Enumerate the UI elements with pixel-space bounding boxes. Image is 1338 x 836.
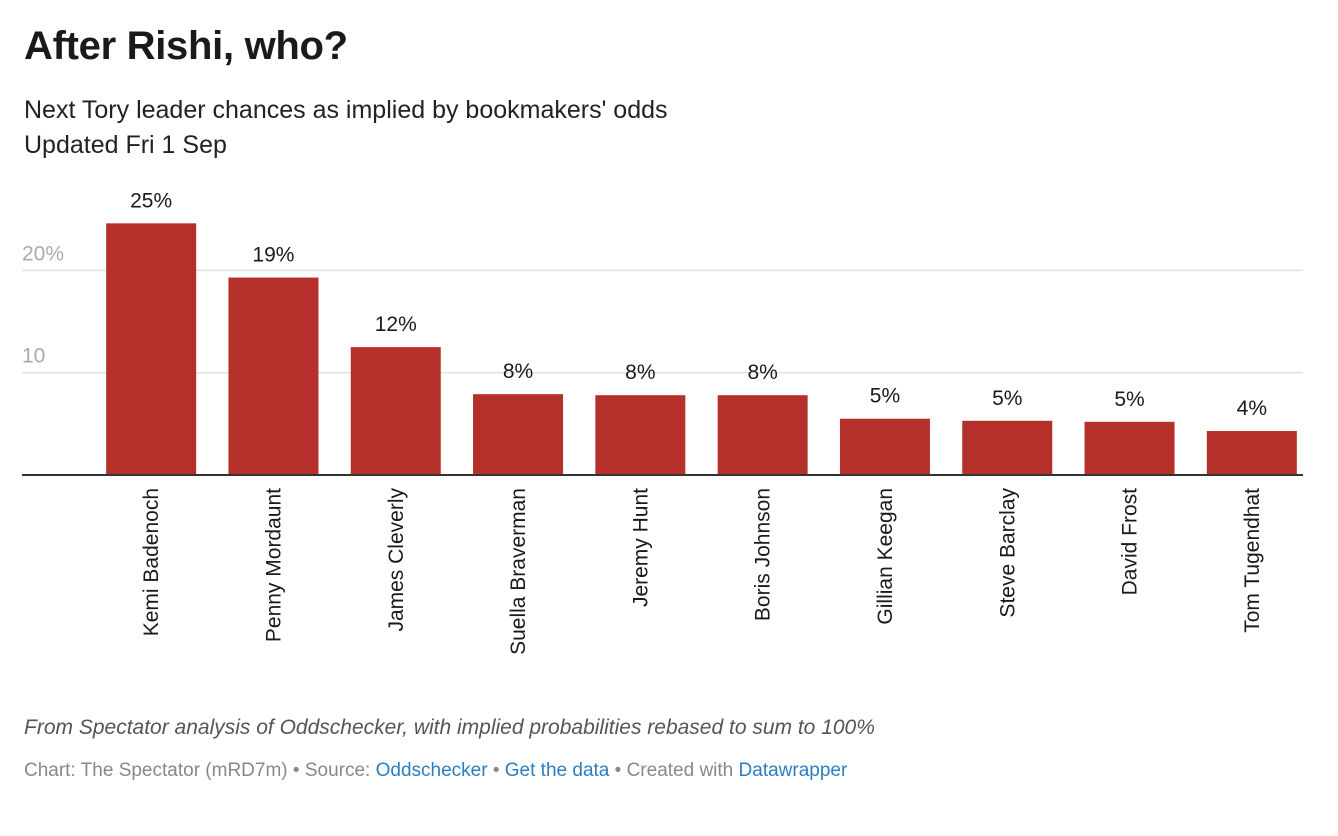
value-label: 12% <box>375 313 417 336</box>
bar <box>595 395 686 475</box>
bar <box>1206 431 1297 475</box>
bars <box>106 223 1297 475</box>
category-label: Gillian Keegan <box>874 488 897 625</box>
chart-byline: Chart: The Spectator (mRD7m) • Source: O… <box>24 760 847 782</box>
category-label: Kemi Badenoch <box>140 488 163 636</box>
bar <box>473 394 564 475</box>
y-tick-label: 20% <box>22 242 64 265</box>
get-data-link[interactable]: Get the data <box>504 760 610 781</box>
chart-title: After Rishi, who? <box>24 24 348 68</box>
category-label: Tom Tugendhat <box>1241 488 1264 633</box>
bar-chart: 10 20% 25% 19% 12% 8% 8% 8% 5% 5% 5% 4% Kemi Baden… <box>22 189 1303 655</box>
category-label: James Cleverly <box>385 488 408 632</box>
bar <box>962 420 1053 475</box>
value-label: 4% <box>1237 397 1267 420</box>
category-label: Steve Barclay <box>996 488 1019 618</box>
bar <box>106 223 197 475</box>
bar <box>839 418 930 475</box>
value-label: 19% <box>252 244 294 267</box>
bar <box>350 347 441 475</box>
category-label: Suella Braverman <box>507 488 530 655</box>
value-label: 5% <box>992 387 1022 410</box>
subtitle-description: Next Tory leader chances as implied by b… <box>24 96 668 124</box>
subtitle-updated-date: Updated Fri 1 Sep <box>24 131 227 159</box>
category-label: Penny Mordaunt <box>262 488 285 642</box>
category-label: David Frost <box>1119 488 1142 596</box>
category-labels: Kemi Badenoch Penny Mordaunt James Cleverl… <box>140 488 1264 655</box>
bar <box>228 277 319 475</box>
category-label: Jeremy Hunt <box>629 488 652 607</box>
separator: • <box>614 760 622 781</box>
datawrapper-link[interactable]: Datawrapper <box>738 760 848 781</box>
value-label: 5% <box>1114 388 1144 411</box>
chart-credit: Chart: The Spectator (mRD7m) <box>24 760 288 781</box>
gridlines: 10 20% <box>22 242 1303 374</box>
separator: • <box>492 760 500 781</box>
source-link[interactable]: Oddschecker <box>375 760 488 781</box>
value-label: 25% <box>130 189 172 212</box>
source-label: Source: <box>304 760 371 781</box>
value-label: 8% <box>625 361 655 384</box>
chart-subtitle: Next Tory leader chances as implied by b… <box>24 93 668 163</box>
bar <box>1084 421 1175 475</box>
bar <box>717 395 808 475</box>
value-label: 5% <box>870 385 900 408</box>
value-labels: 25% 19% 12% 8% 8% 8% 5% 5% 5% 4% <box>130 189 1267 420</box>
y-tick-label: 10 <box>22 345 45 368</box>
chart-notes: From Spectator analysis of Oddschecker, … <box>24 716 875 739</box>
category-label: Boris Johnson <box>752 488 775 621</box>
created-with-label: Created with <box>626 760 734 781</box>
value-label: 8% <box>503 360 533 383</box>
value-label: 8% <box>747 361 777 384</box>
separator: • <box>292 760 300 781</box>
